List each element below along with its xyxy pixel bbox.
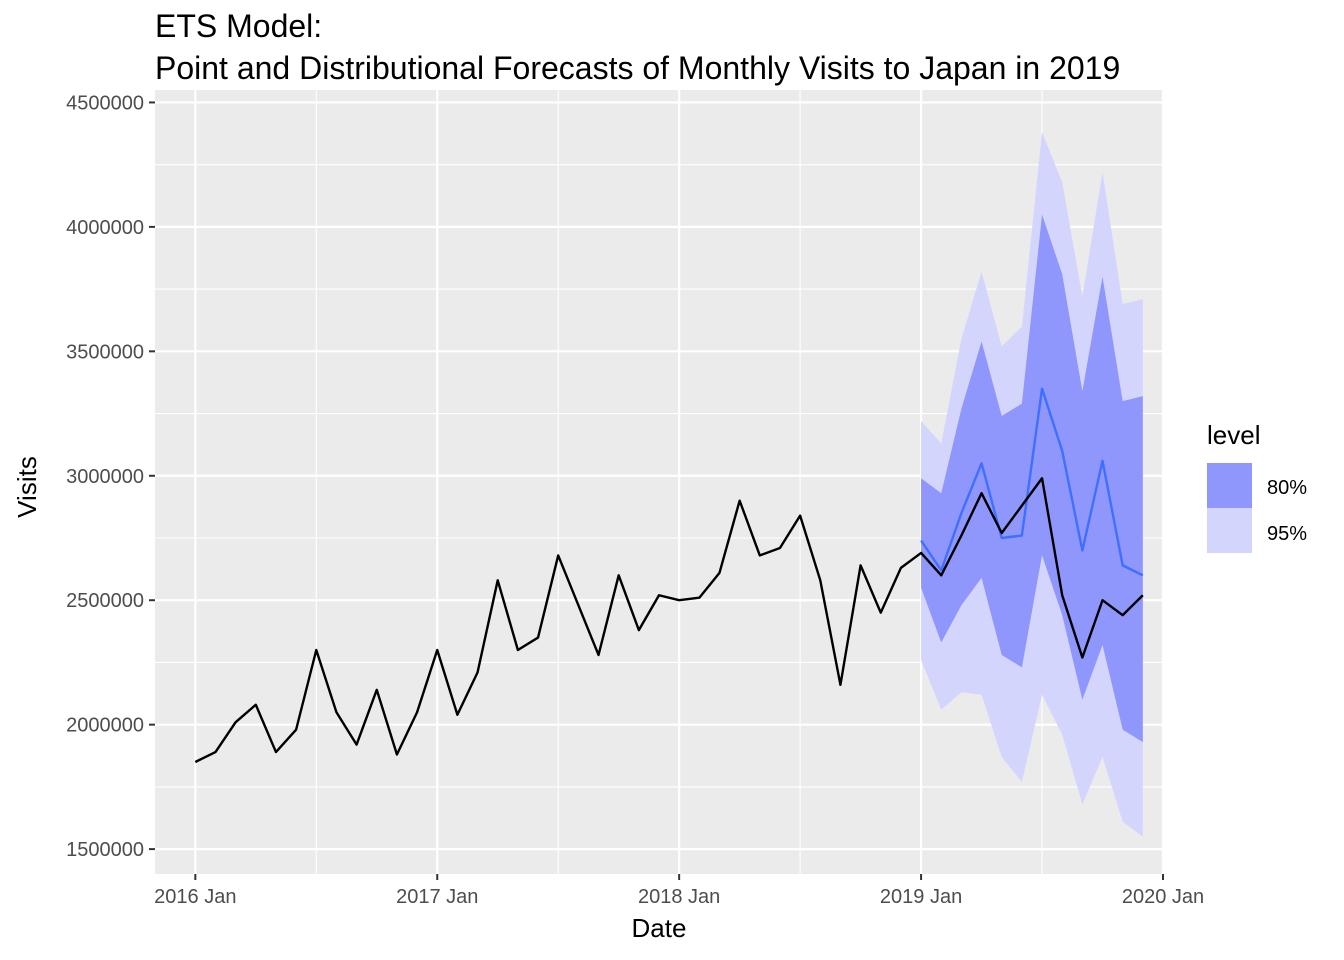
- y-tick-label: 3000000: [66, 466, 144, 488]
- x-tick-label: 2019 Jan: [880, 886, 962, 908]
- legend-key-80: [1207, 463, 1252, 508]
- y-tick-label: 1500000: [66, 839, 144, 861]
- legend: level 80% 95%: [1207, 420, 1307, 553]
- chart-title-line1: ETS Model:: [155, 8, 322, 44]
- chart-title-line2: Point and Distributional Forecasts of Mo…: [155, 50, 1120, 86]
- actual-series-line: [194, 477, 1144, 764]
- y-axis-title: Visits: [12, 456, 42, 518]
- y-axis: 1500000 2000000 2500000 3000000 3500000 40000…: [66, 92, 155, 861]
- y-tick-label: 2000000: [66, 715, 144, 737]
- x-axis: 2016 Jan 2017 Jan 2018 Jan 2019 Jan 2020 Jan: [154, 874, 1204, 908]
- y-tick-label: 3500000: [66, 341, 144, 363]
- x-axis-title: Date: [632, 913, 687, 943]
- y-tick-label: 2500000: [66, 590, 144, 612]
- legend-label-80: 80%: [1267, 477, 1307, 499]
- prediction-intervals: [921, 132, 1143, 837]
- x-tick-label: 2016 Jan: [154, 886, 236, 908]
- y-tick-label: 4000000: [66, 217, 144, 239]
- forecast-series-line: [920, 387, 1144, 577]
- x-tick-label: 2018 Jan: [638, 886, 720, 908]
- legend-title: level: [1207, 420, 1260, 450]
- legend-label-95: 95%: [1267, 523, 1307, 545]
- interval-band-80: [921, 214, 1143, 743]
- y-tick-label: 4500000: [66, 92, 144, 114]
- x-tick-label: 2017 Jan: [396, 886, 478, 908]
- legend-key-95: [1207, 508, 1252, 553]
- series-lines: [194, 387, 1144, 764]
- x-tick-label: 2020 Jan: [1122, 886, 1204, 908]
- major-gridlines: [155, 90, 1165, 874]
